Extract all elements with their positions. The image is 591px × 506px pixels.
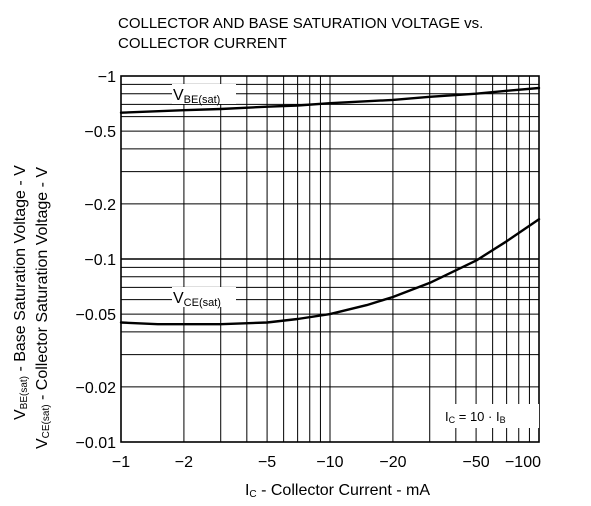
y-tick-label: −0.1 — [84, 252, 116, 269]
chart-title-line-1: COLLECTOR AND BASE SATURATION VOLTAGE vs… — [118, 15, 484, 32]
y-axis-label-vce-main: V — [34, 438, 51, 449]
y-tick-label: −0.05 — [76, 307, 117, 324]
y-axis-label-vbe-rest: - Base Saturation Voltage - V — [12, 165, 29, 376]
y-tick-label: −0.01 — [76, 435, 117, 452]
y-axis-label-vbe-sub: BE(sat) — [19, 375, 30, 410]
x-axis-label-main: I — [244, 482, 250, 499]
vce-sat-label: VCE(sat) — [173, 290, 221, 309]
x-tick-label: −100 — [505, 454, 541, 471]
y-axis-label-vce-rest: - Collector Saturation Voltage - V — [34, 166, 51, 405]
annotation-ic-ib: IC = 10 · IB — [445, 409, 506, 425]
x-tick-label: −2 — [175, 454, 193, 471]
x-tick-label: −50 — [463, 454, 490, 471]
x-axis-label-sub: C — [249, 489, 257, 500]
y-axis-label-vbe-main: V — [12, 409, 29, 420]
x-tick-label: −10 — [316, 454, 343, 471]
x-tick-label: −1 — [112, 454, 130, 471]
y-axis-label-vbe: VBE(sat) - Base Saturation Voltage - V — [12, 165, 30, 420]
x-tick-label: −5 — [258, 454, 276, 471]
vbe-sat-label-bg — [172, 84, 236, 104]
vbe-sat-line — [119, 86, 541, 114]
chart-title-line-2: COLLECTOR CURRENT — [118, 35, 287, 52]
x-axis-label: IC - Collector Current - mA — [0, 482, 591, 500]
vce-sat-line — [119, 218, 541, 326]
y-tick-label: −0.5 — [84, 124, 116, 141]
y-tick-label: −0.02 — [76, 380, 117, 397]
y-tick-label: −1 — [98, 69, 116, 86]
vbe-sat-label: VBE(sat) — [173, 87, 220, 106]
annotation-bg — [440, 404, 539, 428]
y-axis-label-vce: VCE(sat) - Collector Saturation Voltage … — [34, 167, 52, 449]
x-axis-label-rest: - Collector Current - mA — [256, 482, 431, 499]
y-axis-label-vce-sub: CE(sat) — [41, 404, 52, 439]
y-tick-label: −0.2 — [84, 197, 116, 214]
x-tick-label: −20 — [379, 454, 406, 471]
vce-sat-label-bg — [172, 287, 236, 307]
plot-frame — [120, 75, 540, 443]
chart-title: COLLECTOR AND BASE SATURATION VOLTAGE vs… — [118, 14, 483, 54]
